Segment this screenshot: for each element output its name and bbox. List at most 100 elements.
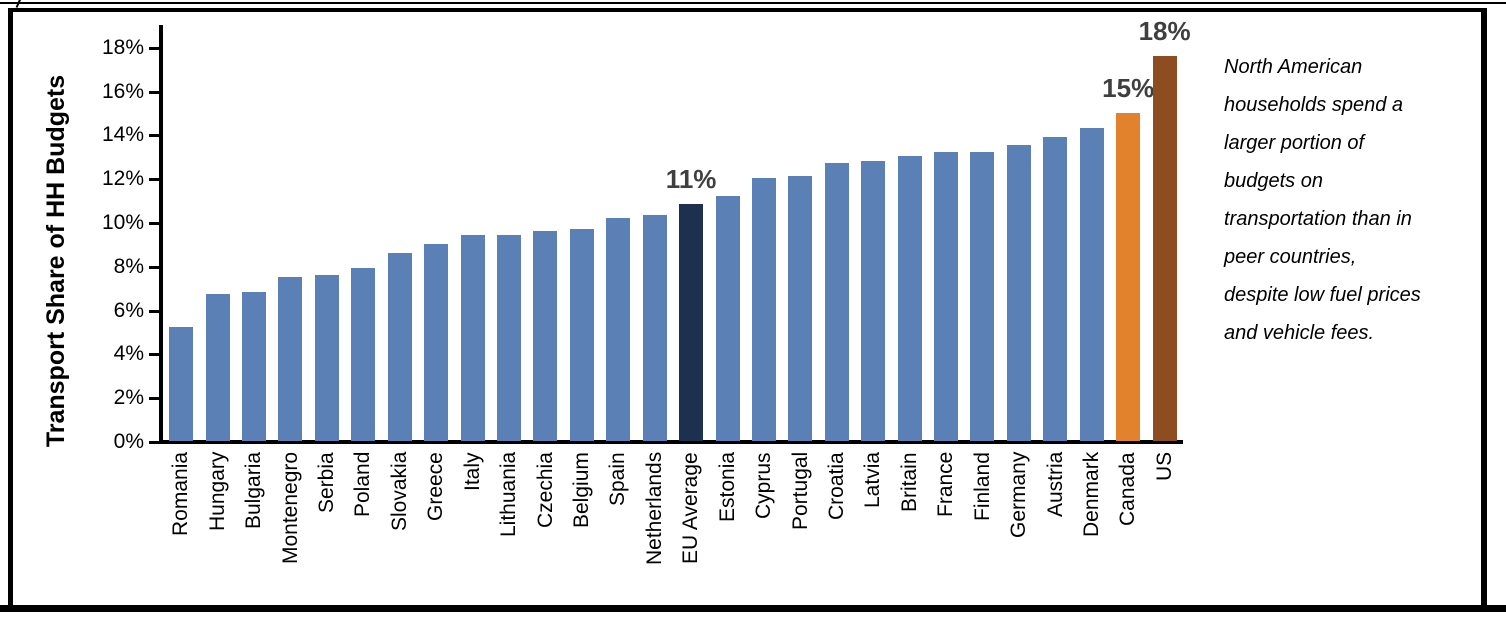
y-tick-mark <box>149 46 159 50</box>
bar-bulgaria <box>242 292 267 441</box>
y-tick-label: 16% <box>101 79 144 103</box>
y-tick-mark <box>149 441 159 444</box>
bar-finland <box>970 151 995 441</box>
data-label-eu-average: 11% <box>665 164 717 195</box>
category-label-estonia: Estonia <box>715 452 739 523</box>
data-label-us: 18% <box>1138 15 1191 46</box>
y-tick-mark <box>149 90 159 94</box>
bar-austria <box>1043 136 1068 441</box>
bar-slot <box>928 47 964 441</box>
bar-slot <box>891 47 927 441</box>
category-label-serbia: Serbia <box>314 452 338 513</box>
x-axis-category-labels: Romania Hungary Bulgaria Montenegro Serbia Po… <box>163 452 1183 605</box>
bar-slot <box>819 47 855 441</box>
bar-lithuania <box>497 235 521 441</box>
category-label-germany: Germany <box>1007 452 1031 539</box>
y-tick-label: 14% <box>101 123 144 147</box>
category-label-us: US <box>1152 452 1176 482</box>
bar-montenegro <box>278 276 303 441</box>
bar-slot <box>1001 47 1037 441</box>
y-tick-mark <box>149 222 159 225</box>
annotation-text: North American households spend a larger… <box>1224 56 1421 344</box>
y-tick-mark <box>149 353 159 357</box>
bar-slot <box>782 47 818 441</box>
bar-slot <box>964 47 1000 441</box>
bar-britain <box>897 156 922 441</box>
category-label-slovakia: Slovakia <box>387 452 411 532</box>
y-tick-label: 8% <box>113 254 144 278</box>
bar-serbia <box>314 274 339 441</box>
y-tick-label: 4% <box>113 342 144 366</box>
y-tick-label: 0% <box>113 430 144 453</box>
bar-slot <box>855 47 891 441</box>
bar-denmark <box>1079 127 1104 441</box>
category-label-montenegro: Montenegro <box>278 452 302 565</box>
x-axis-line <box>159 440 1183 444</box>
category-label-spain: Spain <box>606 452 630 506</box>
category-label-canada: Canada <box>1116 452 1140 526</box>
y-tick-label: 6% <box>113 298 144 322</box>
bar-slot <box>309 47 345 441</box>
data-label-canada: 15% <box>1102 72 1155 103</box>
bar-slot <box>491 47 527 441</box>
bar-canada <box>1116 112 1141 441</box>
category-label-denmark: Denmark <box>1079 452 1103 538</box>
frame-bottom-border <box>0 605 1506 612</box>
y-axis-line <box>159 25 163 444</box>
bar-romania <box>169 327 194 441</box>
bar-slot <box>199 47 235 441</box>
bar-slot <box>564 47 600 441</box>
top-hairline <box>0 2 1506 4</box>
bar-slot <box>345 47 381 441</box>
bar-greece <box>424 243 449 441</box>
category-label-cyprus: Cyprus <box>752 452 776 519</box>
y-tick-label: 10% <box>101 211 144 234</box>
category-label-greece: Greece <box>424 452 448 521</box>
bar-netherlands <box>642 215 667 441</box>
category-label-france: France <box>934 452 958 518</box>
bar-portugal <box>788 176 813 441</box>
bar-eu-average <box>679 204 704 441</box>
category-label-finland: Finland <box>970 452 994 521</box>
category-label-poland: Poland <box>351 452 375 518</box>
bar-czechia <box>533 230 558 441</box>
bar-slot <box>382 47 418 441</box>
bar-estonia <box>715 195 740 441</box>
y-tick-mark <box>149 397 159 401</box>
bar-croatia <box>824 162 849 441</box>
y-tick-label: 18% <box>101 35 144 59</box>
category-label-portugal: Portugal <box>788 452 812 531</box>
bar-slot <box>527 47 563 441</box>
category-label-eu-average: EU Average <box>679 452 703 564</box>
y-tick-label: 2% <box>113 386 144 410</box>
bar-us <box>1152 55 1177 441</box>
bar-slot <box>746 47 782 441</box>
y-tick-mark <box>149 265 159 269</box>
bar-hungary <box>205 294 230 441</box>
category-label-belgium: Belgium <box>569 452 593 528</box>
bar-germany <box>1006 145 1031 441</box>
bar-slot <box>600 47 636 441</box>
bar-latvia <box>861 160 886 441</box>
y-tick-label: 12% <box>101 167 144 191</box>
category-label-hungary: Hungary <box>205 452 229 532</box>
category-label-czechia: Czechia <box>533 452 557 528</box>
plot-area: 11% 15% 18% <box>163 16 1191 441</box>
category-label-netherlands: Netherlands <box>642 452 666 566</box>
bar-slovakia <box>387 252 412 441</box>
bar-poland <box>351 268 376 441</box>
category-label-croatia: Croatia <box>824 452 848 520</box>
bar-slot <box>1074 47 1110 441</box>
y-tick-mark <box>149 134 159 138</box>
bar-belgium <box>569 228 594 441</box>
bar-slot <box>272 47 308 441</box>
chart-frame <box>8 8 1487 605</box>
bar-slot <box>454 47 490 441</box>
bar-slot <box>236 47 272 441</box>
y-tick-mark <box>149 309 159 313</box>
category-label-italy: Italy <box>460 452 484 491</box>
category-label-austria: Austria <box>1043 452 1067 518</box>
bar-slot <box>163 47 199 441</box>
y-tick-mark <box>149 178 159 182</box>
